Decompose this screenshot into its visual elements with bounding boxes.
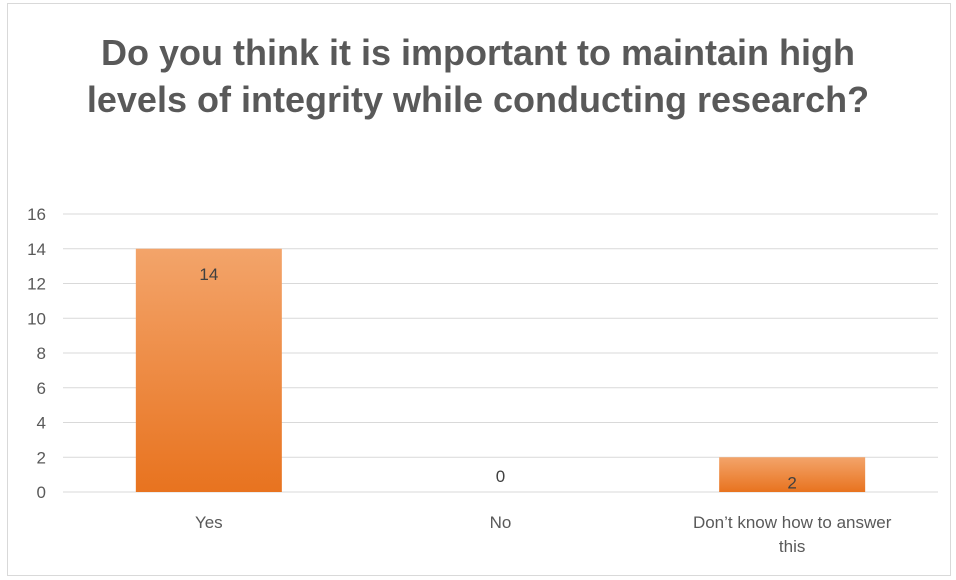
bar (719, 457, 866, 492)
y-tick-label: 4 (37, 414, 46, 433)
y-tick-label: 14 (27, 240, 46, 259)
x-category-label: Don’t know how to answer this (693, 513, 892, 556)
y-tick-label: 2 (37, 448, 46, 467)
data-labels: 14 0 2 (199, 265, 797, 493)
x-axis-categories: Yes No Don’t know how to answer this (195, 513, 892, 556)
y-tick-label: 8 (37, 344, 46, 363)
y-tick-label: 6 (37, 379, 46, 398)
y-axis-ticks: 0 2 4 6 8 10 12 14 16 (27, 205, 46, 502)
y-tick-label: 10 (27, 309, 46, 328)
y-tick-label: 12 (27, 275, 46, 294)
data-label: 0 (496, 467, 505, 486)
y-tick-label: 0 (37, 483, 46, 502)
chart-title: Do you think it is important to maintain… (86, 32, 870, 120)
data-label: 2 (787, 473, 796, 492)
bar (135, 248, 282, 492)
bars (135, 248, 866, 492)
data-label: 14 (199, 265, 218, 284)
x-category-label: Yes (195, 513, 223, 532)
x-category-label: No (490, 513, 512, 532)
y-tick-label: 16 (27, 205, 46, 224)
